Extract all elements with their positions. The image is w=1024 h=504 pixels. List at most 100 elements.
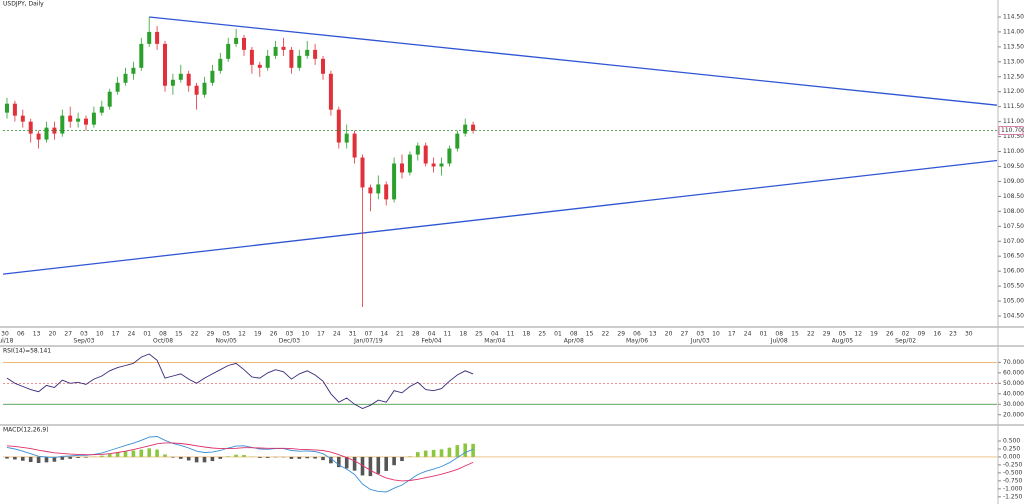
histogram-bar — [44, 456, 49, 463]
x-tick-label: 15 — [791, 331, 799, 338]
y-tick-label: 50.000 — [1003, 380, 1024, 387]
trendline — [149, 16, 998, 106]
histogram-bar — [447, 447, 452, 457]
x-tick-label: 17 — [728, 331, 736, 338]
histogram-bar — [52, 456, 57, 462]
candle-body — [170, 79, 175, 86]
x-tick-label: 05 — [222, 331, 230, 338]
x-tick-label: 19 — [870, 331, 878, 338]
x-tick-label: 12 — [238, 331, 246, 338]
histogram-bar — [376, 456, 381, 474]
candle-body — [313, 49, 318, 59]
histogram-bar — [21, 456, 25, 461]
trendline — [2, 159, 998, 275]
x-tick-label: 22 — [602, 331, 610, 338]
x-tick-label: 05 — [839, 331, 847, 338]
y-tick-label: 111.000 — [1003, 118, 1024, 125]
x-tick-label: 01 — [143, 331, 151, 338]
histogram-bar — [463, 443, 467, 457]
candle-body — [68, 115, 73, 122]
y-tick-label: -1.000 — [1003, 485, 1023, 492]
x-month-label: Dec/03 — [279, 338, 300, 345]
y-tick-label: 106.000 — [1003, 268, 1024, 275]
x-tick-label: 30 — [1, 331, 9, 338]
histogram-bar — [163, 454, 167, 457]
candle-body — [91, 112, 96, 125]
y-tick-label: -0.250 — [1003, 461, 1023, 468]
y-tick-label: 107.500 — [1003, 223, 1024, 230]
histogram-bar — [76, 456, 80, 458]
candle-body — [455, 133, 460, 149]
y-tick-label: 107.000 — [1003, 238, 1024, 245]
candle-body — [415, 145, 420, 155]
y-tick-label: 112.000 — [1003, 88, 1024, 95]
x-tick-label: 15 — [586, 331, 594, 338]
x-tick-label: 24 — [128, 331, 136, 338]
y-tick-label: 114.000 — [1003, 28, 1024, 35]
y-tick-label: 105.500 — [1003, 283, 1024, 290]
histogram-bar — [471, 443, 475, 457]
x-tick-label: 18 — [459, 331, 467, 338]
candle-body — [52, 127, 57, 134]
candle-body — [321, 58, 325, 74]
x-month-label: Feb/04 — [421, 338, 441, 345]
y-tick-label: 0.000 — [1003, 453, 1020, 460]
histogram-bar — [258, 456, 262, 458]
x-tick-label: 01 — [554, 331, 562, 338]
x-tick-label: 08 — [775, 331, 783, 338]
candle-body — [5, 103, 9, 113]
candle-body — [471, 124, 476, 131]
histogram-bar — [313, 456, 317, 459]
histogram-bar — [107, 453, 112, 457]
candle-body — [202, 82, 207, 95]
y-tick-label: 113.000 — [1003, 58, 1024, 65]
histogram-bar — [60, 456, 65, 460]
macd-pane-title: MACD(12,26,9) — [3, 427, 49, 434]
x-tick-label: 20 — [665, 331, 673, 338]
x-tick-label: 22 — [807, 331, 815, 338]
x-month-label: Nov/05 — [216, 338, 238, 345]
y-tick-label: 112.500 — [1003, 73, 1024, 80]
x-tick-label: 13 — [649, 331, 657, 338]
y-tick-label: -1.250 — [1003, 493, 1023, 500]
histogram-bar — [186, 456, 191, 461]
y-tick-label: 105.000 — [1003, 298, 1024, 305]
histogram-bar — [368, 456, 373, 477]
y-tick-label: 110.500 — [1003, 133, 1024, 140]
y-tick-label: 30.000 — [1003, 401, 1024, 408]
x-month-label: Jan/07/19 — [353, 338, 383, 345]
x-month-label: Sep/02 — [895, 338, 916, 345]
histogram-bar — [289, 456, 294, 459]
x-tick-label: 26 — [886, 331, 894, 338]
x-tick-label: 25 — [538, 331, 546, 338]
candle-body — [155, 31, 160, 44]
candle-body — [336, 109, 341, 143]
histogram-bar — [36, 456, 41, 463]
candle-body — [447, 148, 452, 164]
candle-body — [36, 133, 41, 140]
histogram-bar — [68, 456, 72, 459]
histogram-bar — [408, 456, 412, 457]
x-month-label: Oct/08 — [153, 338, 173, 345]
candle-body — [289, 49, 294, 68]
candle-body — [281, 46, 286, 50]
price-pane-title: USDJPY, Daily — [3, 1, 44, 8]
histogram-bar — [431, 449, 436, 457]
candle-body — [178, 73, 183, 80]
histogram-bar — [329, 456, 333, 464]
candle-body — [439, 163, 444, 167]
x-tick-label: 07 — [365, 331, 373, 338]
histogram-bar — [147, 448, 151, 457]
x-tick-label: 29 — [207, 331, 215, 338]
price-label: 110.700 — [1001, 127, 1024, 134]
x-tick-label: 01 — [760, 331, 768, 338]
x-month-label: Sep/03 — [74, 338, 95, 345]
candle-body — [249, 49, 254, 65]
y-tick-label: 108.000 — [1003, 208, 1024, 215]
histogram-bar — [265, 456, 270, 458]
price-label-box — [998, 126, 1024, 135]
histogram-bar — [439, 449, 444, 457]
histogram-bar — [13, 456, 17, 460]
